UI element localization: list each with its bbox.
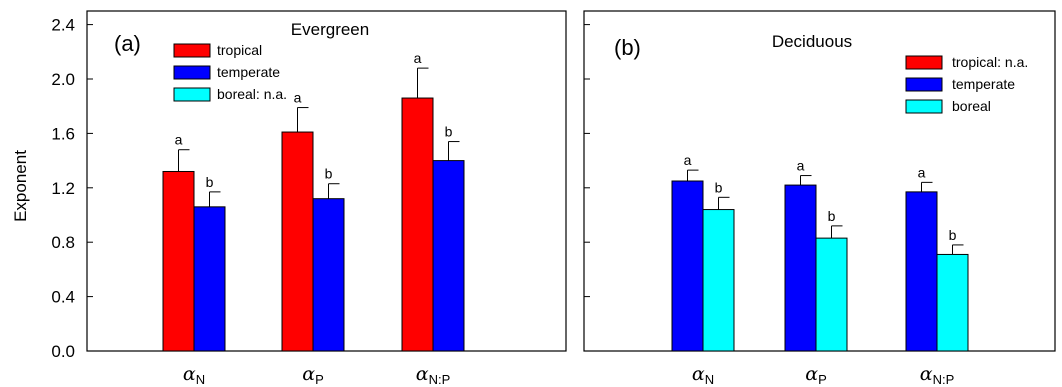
legend-label: tropical: n.a. xyxy=(952,54,1028,70)
panel-a: 0.0 0.4 0.8 1.2 1.6 2.0 2.4 a a a b b b αN αP αN:P (a) Ev… xyxy=(51,10,567,387)
y-tick-label: 1.2 xyxy=(51,179,75,198)
panel-title: Deciduous xyxy=(772,32,852,51)
legend-swatch-tropical xyxy=(173,43,211,58)
y-tick-label: 2.0 xyxy=(51,70,75,89)
panel-b: a a a b b b αN αP αN:P (b) Deciduous tropical: n.a.… xyxy=(583,10,1056,387)
legend-label: temperate xyxy=(952,76,1015,92)
legend-swatch-boreal xyxy=(905,99,943,114)
significance-letter: b xyxy=(949,227,957,243)
bar-boreal xyxy=(702,209,735,352)
bar-temperate xyxy=(671,180,704,352)
significance-letter: b xyxy=(828,208,836,224)
legend-label: boreal: n.a. xyxy=(217,86,287,102)
y-tick-label: 0.0 xyxy=(51,342,75,361)
significance-letter: b xyxy=(445,124,453,140)
y-tick-label: 0.4 xyxy=(51,288,75,307)
y-tick-label: 2.4 xyxy=(51,16,75,35)
category-label: αN xyxy=(692,363,714,387)
bar-tropical xyxy=(401,97,434,352)
bar-temperate xyxy=(312,198,345,352)
bar-temperate xyxy=(432,160,465,352)
significance-letter: a xyxy=(414,50,422,66)
legend-label: boreal xyxy=(952,98,991,114)
significance-letter: b xyxy=(325,166,333,182)
panel-label: (a) xyxy=(114,31,141,56)
category-label: αN xyxy=(183,363,205,387)
bar-temperate xyxy=(784,184,817,352)
significance-letter: a xyxy=(797,158,805,174)
legend-swatch-boreal xyxy=(173,87,211,102)
legend-swatch-temperate xyxy=(173,65,211,80)
category-label: αP xyxy=(302,363,324,387)
significance-letter: a xyxy=(175,132,183,148)
category-label: αP xyxy=(805,363,827,387)
bar-tropical xyxy=(162,170,195,352)
significance-letter: a xyxy=(918,164,926,180)
significance-letter: b xyxy=(715,179,723,195)
bar-temperate xyxy=(905,191,938,352)
panel-label: (b) xyxy=(614,35,641,60)
y-tick-label: 0.8 xyxy=(51,233,75,252)
legend-label: temperate xyxy=(217,64,280,80)
legend-swatch-tropical xyxy=(905,55,943,70)
bar-boreal xyxy=(815,237,848,352)
bar-temperate xyxy=(193,206,226,352)
bar-boreal xyxy=(936,253,969,352)
significance-letter: b xyxy=(206,174,214,190)
bar-tropical xyxy=(281,131,314,352)
significance-letter: a xyxy=(294,90,302,106)
panel-title: Evergreen xyxy=(291,20,369,39)
y-tick-label: 1.6 xyxy=(51,124,75,143)
significance-letter: a xyxy=(684,152,692,168)
category-label: αN:P xyxy=(920,363,955,387)
category-label: αN:P xyxy=(416,363,451,387)
legend-label: tropical xyxy=(217,42,262,58)
legend-swatch-temperate xyxy=(905,77,943,92)
y-axis-label: Exponent xyxy=(11,150,30,222)
